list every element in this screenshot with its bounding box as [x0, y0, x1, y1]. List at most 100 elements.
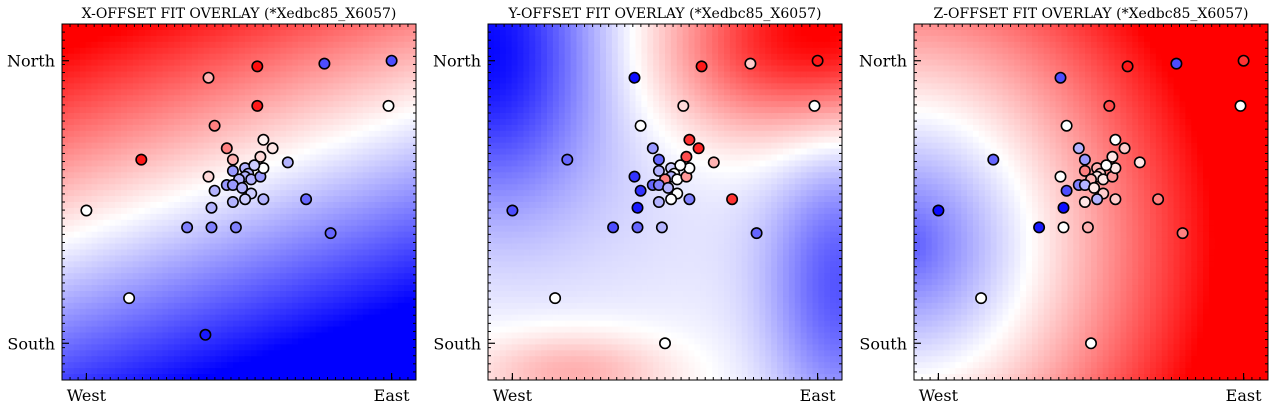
fit-field-background — [488, 24, 842, 380]
station-point[interactable] — [1176, 227, 1189, 240]
station-point[interactable] — [628, 71, 641, 84]
station-point[interactable] — [181, 221, 194, 234]
station-point[interactable] — [1085, 337, 1098, 350]
station-point[interactable] — [1109, 133, 1122, 146]
station-point[interactable] — [549, 292, 562, 305]
station-point[interactable] — [1060, 184, 1073, 197]
station-point[interactable] — [385, 54, 398, 67]
station-point[interactable] — [744, 57, 757, 70]
station-point[interactable] — [631, 221, 644, 234]
station-point[interactable] — [561, 153, 574, 166]
station-point[interactable] — [1078, 164, 1091, 177]
station-point[interactable] — [226, 164, 239, 177]
station-point[interactable] — [1237, 54, 1250, 67]
station-point[interactable] — [750, 227, 763, 240]
station-point[interactable] — [1118, 142, 1131, 155]
station-point[interactable] — [607, 221, 620, 234]
station-point[interactable] — [281, 156, 294, 169]
station-point[interactable] — [662, 181, 675, 194]
station-point[interactable] — [811, 54, 824, 67]
station-point[interactable] — [1109, 193, 1122, 206]
station-point[interactable] — [135, 153, 148, 166]
station-point[interactable] — [674, 159, 687, 172]
station-point[interactable] — [208, 119, 221, 132]
station-point[interactable] — [1091, 193, 1104, 206]
station-point[interactable] — [506, 204, 519, 217]
station-point[interactable] — [80, 204, 93, 217]
station-point[interactable] — [202, 170, 215, 183]
station-point[interactable] — [634, 184, 647, 197]
station-point[interactable] — [266, 142, 279, 155]
station-point[interactable] — [677, 99, 690, 112]
station-point[interactable] — [1033, 221, 1046, 234]
station-point[interactable] — [251, 60, 264, 73]
station-point[interactable] — [692, 142, 705, 155]
station-point[interactable] — [1081, 221, 1094, 234]
panel-title: Y-OFFSET FIT OVERLAY (*Xedbc85_X6057) — [508, 6, 822, 22]
station-point[interactable] — [683, 133, 696, 146]
station-point[interactable] — [1078, 196, 1091, 209]
station-point[interactable] — [1060, 119, 1073, 132]
station-point[interactable] — [1072, 142, 1085, 155]
station-point[interactable] — [658, 337, 671, 350]
station-point[interactable] — [1234, 99, 1247, 112]
station-point[interactable] — [726, 193, 739, 206]
station-point[interactable] — [257, 193, 270, 206]
station-point[interactable] — [695, 60, 708, 73]
station-point[interactable] — [1078, 153, 1091, 166]
y-tick-label: South — [7, 334, 55, 353]
station-point[interactable] — [318, 57, 331, 70]
station-point[interactable] — [1133, 156, 1146, 169]
station-point[interactable] — [199, 328, 212, 341]
station-point[interactable] — [220, 142, 233, 155]
station-point[interactable] — [1170, 57, 1183, 70]
station-point[interactable] — [300, 193, 313, 206]
station-point[interactable] — [634, 119, 647, 132]
station-point[interactable] — [683, 193, 696, 206]
station-point[interactable] — [1103, 99, 1116, 112]
station-point[interactable] — [226, 196, 239, 209]
station-point[interactable] — [229, 221, 242, 234]
station-point[interactable] — [251, 99, 264, 112]
station-point[interactable] — [932, 204, 945, 217]
station-point[interactable] — [1057, 221, 1070, 234]
station-point[interactable] — [975, 292, 988, 305]
station-point[interactable] — [382, 99, 395, 112]
station-point[interactable] — [1057, 201, 1070, 214]
station-points — [932, 54, 1250, 350]
station-point[interactable] — [655, 221, 668, 234]
station-point[interactable] — [205, 201, 218, 214]
station-point[interactable] — [1152, 193, 1165, 206]
minor-ticks — [488, 24, 842, 380]
station-point[interactable] — [239, 193, 252, 206]
station-point[interactable] — [646, 142, 659, 155]
station-point[interactable] — [652, 164, 665, 177]
station-point[interactable] — [202, 71, 215, 84]
station-point[interactable] — [665, 193, 678, 206]
station-point[interactable] — [1100, 159, 1113, 172]
station-point[interactable] — [1106, 150, 1119, 163]
station-point[interactable] — [208, 184, 221, 197]
station-point[interactable] — [808, 99, 821, 112]
station-point[interactable] — [652, 196, 665, 209]
minor-ticks — [62, 24, 416, 380]
station-point[interactable] — [652, 153, 665, 166]
station-point[interactable] — [1054, 71, 1067, 84]
station-point[interactable] — [254, 150, 267, 163]
fit-field-background — [62, 24, 416, 380]
station-point[interactable] — [205, 221, 218, 234]
station-point[interactable] — [707, 156, 720, 169]
station-point[interactable] — [987, 153, 1000, 166]
station-point[interactable] — [631, 201, 644, 214]
station-point[interactable] — [236, 181, 249, 194]
station-point[interactable] — [1054, 170, 1067, 183]
station-point[interactable] — [680, 150, 693, 163]
station-point[interactable] — [324, 227, 337, 240]
station-point[interactable] — [226, 153, 239, 166]
station-point[interactable] — [1088, 181, 1101, 194]
station-point[interactable] — [123, 292, 136, 305]
station-point[interactable] — [1121, 60, 1134, 73]
station-point[interactable] — [248, 159, 261, 172]
station-point[interactable] — [628, 170, 641, 183]
station-point[interactable] — [257, 133, 270, 146]
